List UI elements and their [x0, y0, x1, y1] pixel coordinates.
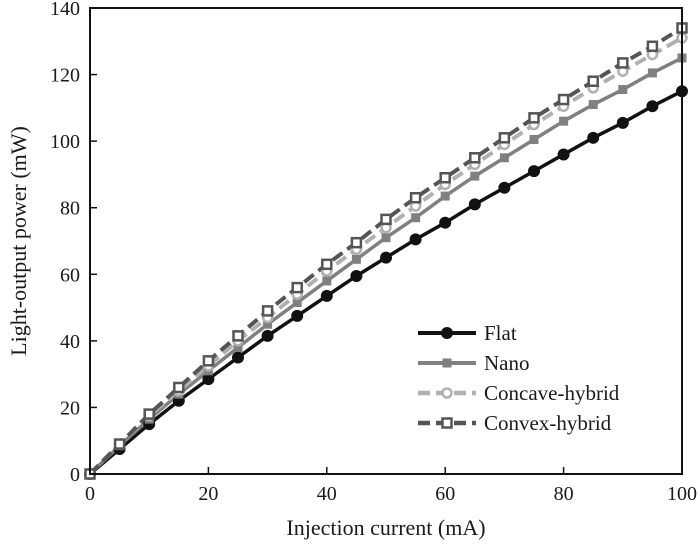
data-point-nano — [529, 134, 539, 144]
data-point-flat — [587, 131, 600, 144]
data-point-flat — [616, 116, 629, 129]
x-tick-label: 20 — [198, 483, 218, 505]
x-tick-label: 80 — [554, 483, 574, 505]
legend-label-convex-hybrid: Convex-hybrid — [484, 411, 612, 435]
data-point-nano — [559, 116, 569, 126]
data-point-convex-hybrid — [409, 191, 422, 204]
data-point-nano — [322, 276, 332, 286]
legend-marker-flat — [441, 327, 453, 339]
legend-label-concave-hybrid: Concave-hybrid — [484, 381, 620, 405]
legend-marker-convex-hybrid — [441, 417, 453, 429]
data-point-nano — [381, 233, 391, 243]
plot-frame — [89, 7, 683, 475]
data-point-flat — [557, 148, 570, 161]
data-point-convex-hybrid — [617, 57, 629, 69]
data-point-convex-hybrid — [261, 305, 274, 317]
data-point-convex-hybrid — [113, 438, 126, 450]
data-point-nano — [411, 213, 421, 223]
x-tick-label: 40 — [317, 483, 337, 505]
data-point-nano — [292, 298, 302, 308]
legend-label-flat: Flat — [484, 321, 517, 345]
legend-marker-concave-hybrid — [441, 387, 453, 399]
data-point-flat — [646, 100, 659, 113]
data-point-nano — [233, 343, 243, 353]
data-point-flat — [528, 165, 540, 178]
series-line-convex-hybrid — [88, 26, 684, 476]
y-tick-label: 40 — [60, 331, 80, 353]
data-point-nano — [618, 85, 628, 95]
data-point-flat — [439, 216, 452, 229]
data-point-convex-hybrid — [646, 40, 659, 53]
x-tick-label: 0 — [85, 483, 95, 505]
legend-label-nano: Nano — [484, 351, 530, 375]
data-point-nano — [440, 191, 450, 201]
data-point-flat — [350, 269, 363, 282]
axis-tick-labels: 0 20 40 60 80 100 0 20 40 60 80 100 120 140 — [50, 0, 697, 505]
data-point-flat — [232, 351, 244, 364]
data-point-convex-hybrid — [469, 152, 481, 164]
legend-marker-nano — [442, 358, 452, 368]
axis-ticks — [89, 7, 683, 475]
x-axis-label: Injection current (mA) — [286, 515, 485, 540]
data-point-convex-hybrid — [439, 172, 451, 184]
data-point-flat — [498, 181, 511, 194]
x-tick-label: 60 — [435, 483, 455, 505]
y-tick-label: 0 — [70, 464, 80, 486]
data-point-flat — [468, 198, 481, 211]
data-point-nano — [647, 68, 657, 78]
data-point-nano — [351, 254, 361, 264]
series-lines — [88, 26, 684, 476]
y-tick-label: 80 — [60, 198, 80, 220]
data-point-convex-hybrid — [232, 330, 244, 342]
data-point-nano — [263, 319, 273, 329]
data-point-flat — [320, 289, 333, 302]
x-tick-label: 100 — [667, 483, 697, 505]
data-point-flat — [202, 373, 215, 386]
data-point-convex-hybrid — [321, 258, 333, 271]
data-point-convex-hybrid — [557, 93, 570, 106]
data-point-convex-hybrid — [143, 408, 155, 420]
data-point-convex-hybrid — [291, 281, 303, 294]
y-tick-label: 60 — [60, 264, 80, 286]
data-point-flat — [380, 251, 392, 264]
data-point-nano — [588, 100, 598, 110]
data-point-convex-hybrid — [202, 355, 215, 367]
y-tick-label: 100 — [50, 131, 80, 153]
data-point-nano — [470, 171, 480, 181]
y-axis-label: Light-output power (mW) — [6, 126, 31, 356]
y-tick-label: 20 — [60, 397, 80, 419]
data-point-flat — [261, 329, 274, 342]
data-point-convex-hybrid — [498, 132, 511, 144]
data-point-convex-hybrid — [587, 75, 599, 87]
data-point-flat — [291, 309, 304, 322]
data-point-convex-hybrid — [350, 236, 363, 249]
data-point-convex-hybrid — [528, 112, 540, 124]
data-point-nano — [499, 153, 509, 163]
legend: Flat Nano Concave-hybrid Convex-hybrid — [418, 321, 620, 435]
data-point-flat — [409, 233, 422, 246]
data-point-convex-hybrid — [173, 381, 185, 394]
data-point-convex-hybrid — [380, 213, 392, 226]
y-tick-label: 120 — [50, 65, 80, 87]
y-tick-label: 140 — [50, 0, 80, 20]
